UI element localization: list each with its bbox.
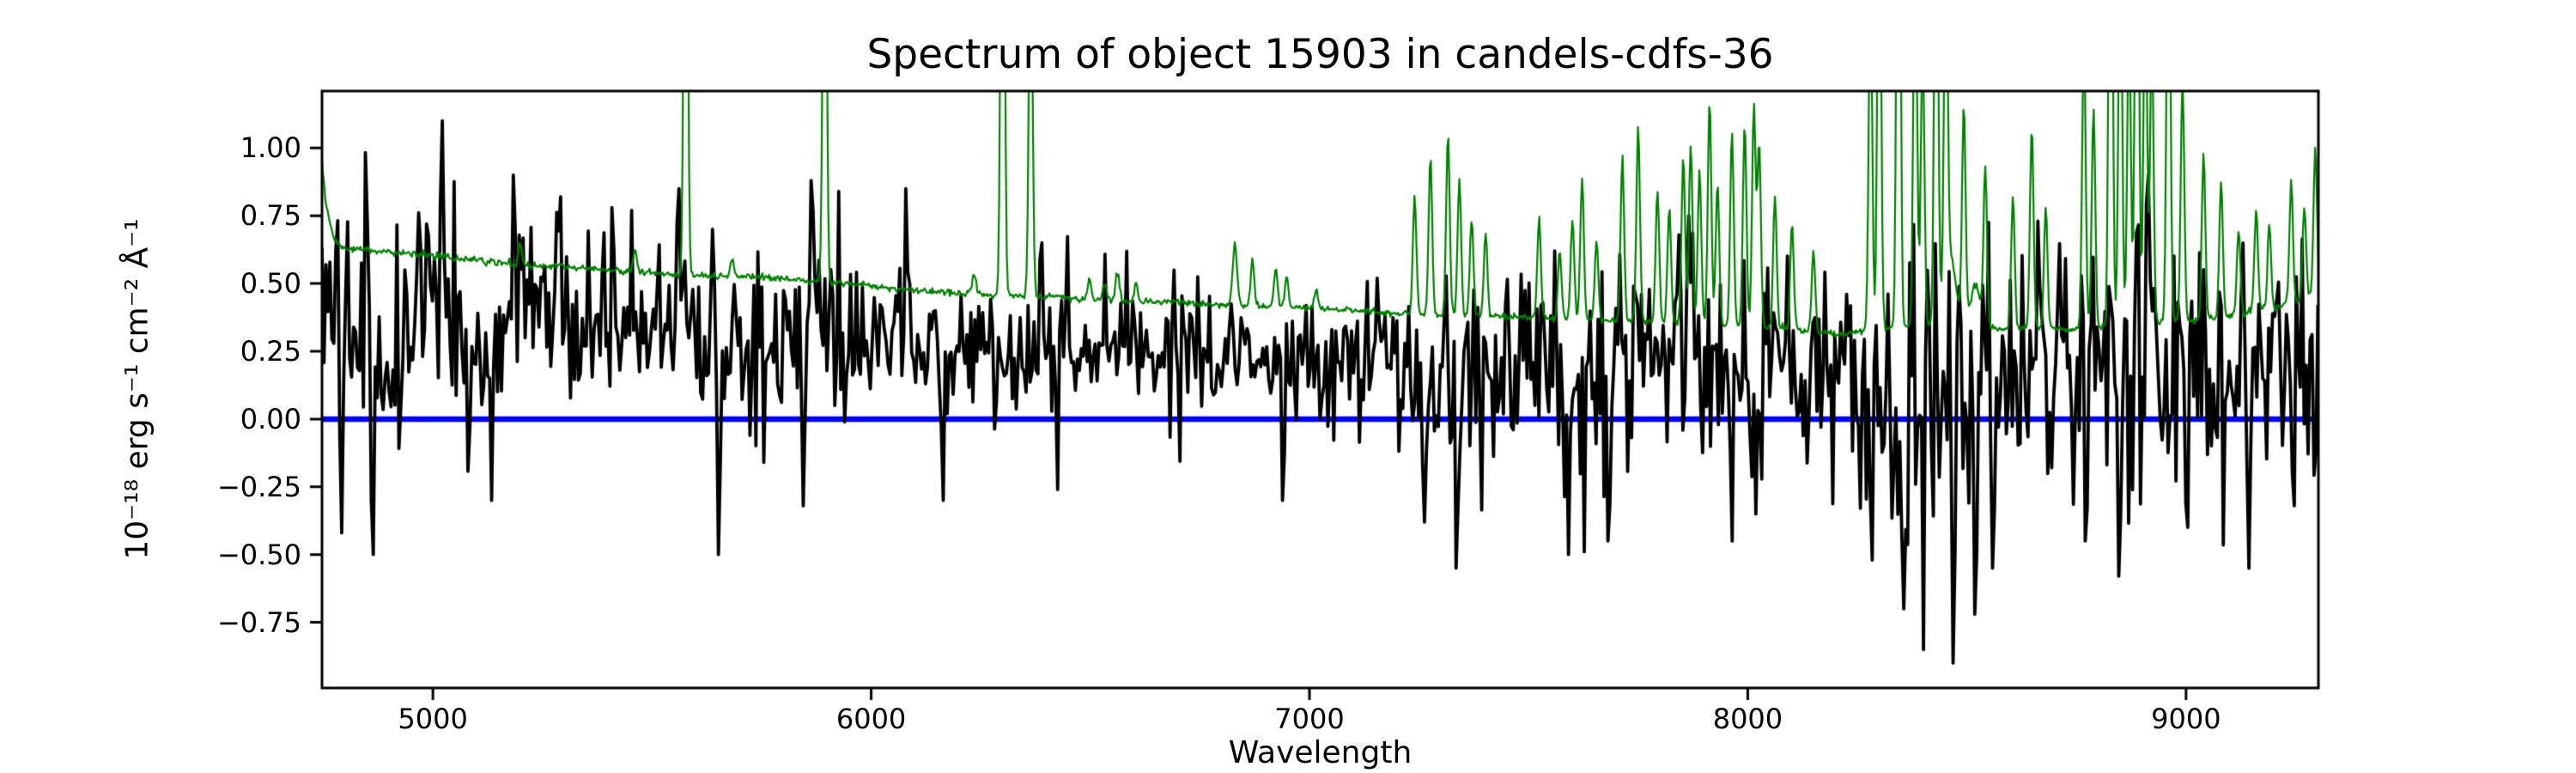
y-tick-label: 0.50 (240, 267, 301, 301)
y-tick-label: −0.25 (216, 470, 301, 503)
y-tick-label: 0.75 (240, 199, 301, 233)
x-tick-label: 7000 (1274, 703, 1345, 735)
y-tick-label: 0.00 (240, 402, 301, 435)
y-tick-label: 1.00 (240, 131, 301, 165)
x-tick-label: 8000 (1712, 703, 1783, 735)
x-axis-label: Wavelength (1228, 735, 1413, 770)
x-tick-label: 9000 (2151, 703, 2221, 735)
y-axis-label: 10⁻¹⁸ erg s⁻¹ cm⁻² Å⁻¹ (119, 218, 155, 560)
y-tick-label: 0.25 (240, 334, 301, 368)
plot-title: Spectrum of object 15903 in candels-cdfs… (866, 31, 1774, 78)
x-tick-label: 5000 (398, 703, 468, 735)
y-tick-label: −0.50 (216, 538, 301, 571)
y-tick-label: −0.75 (216, 606, 301, 639)
x-tick-label: 6000 (835, 703, 907, 735)
